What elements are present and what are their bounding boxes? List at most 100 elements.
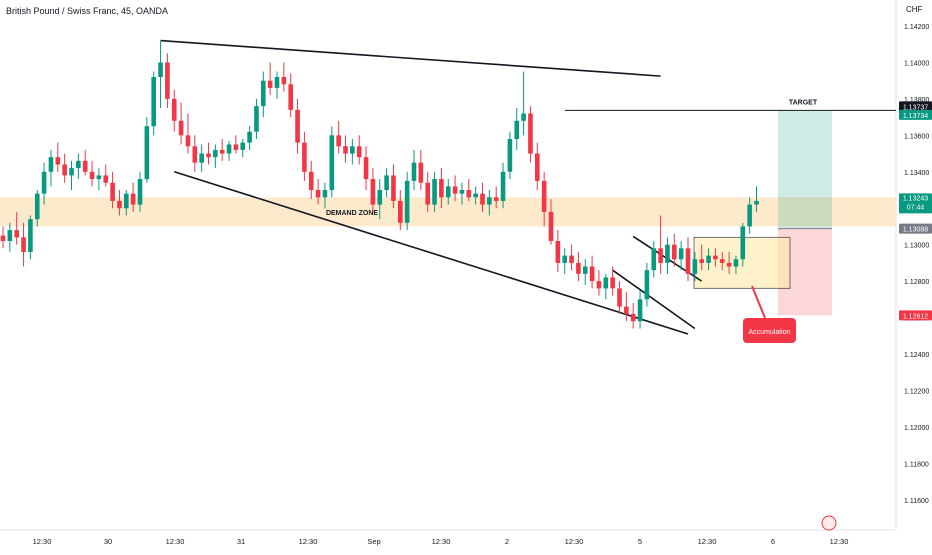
candle-body	[500, 171, 506, 201]
x-tick-label: 2	[505, 537, 509, 546]
y-tick-label: 1.13400	[904, 170, 929, 177]
candle-body	[55, 157, 61, 165]
candle-body	[356, 146, 362, 158]
lower-trendline	[174, 171, 689, 335]
candle-body	[418, 162, 424, 183]
candle-body	[363, 157, 369, 180]
candle-body	[48, 157, 54, 172]
candle-body	[589, 266, 595, 282]
candle-body	[76, 160, 81, 169]
candle-body	[199, 153, 204, 163]
candle-body	[124, 193, 129, 209]
y-tick-label: 1.14200	[904, 24, 929, 31]
candle-body	[254, 106, 259, 132]
candle-body	[398, 200, 403, 223]
price-tag	[899, 193, 932, 214]
candle-body	[459, 190, 465, 194]
candle-body	[261, 80, 266, 107]
candle-body	[213, 149, 218, 158]
price-tag-label: 1.13737	[903, 104, 928, 111]
candle-body	[493, 197, 499, 201]
candle-body	[302, 142, 307, 172]
candle-body	[404, 180, 410, 223]
y-tick-label: 1.13600	[904, 133, 929, 140]
candle-body	[733, 259, 739, 267]
candle-body	[329, 135, 335, 190]
candle-body	[315, 190, 321, 198]
candle-body	[82, 160, 88, 172]
y-tick-label: 1.11600	[904, 498, 929, 505]
candle-body	[192, 146, 198, 163]
price-tag	[899, 223, 932, 234]
candle-body	[62, 164, 67, 176]
candle-body	[439, 179, 444, 198]
upper-trendline	[160, 39, 661, 77]
target-label: TARGET	[789, 99, 818, 106]
x-tick-label: 30	[104, 537, 112, 546]
candle-body	[295, 109, 300, 143]
price-tag	[899, 310, 932, 321]
candle-body	[582, 266, 588, 274]
x-tick-label: 12:30	[33, 537, 52, 546]
candle-body	[165, 62, 170, 99]
candle-body	[240, 142, 246, 150]
x-tick-label: 5	[638, 537, 642, 546]
candle-body	[747, 204, 752, 227]
y-tick-label: 1.13800	[904, 97, 929, 104]
tradingview-logo	[821, 515, 837, 531]
candle-body	[548, 211, 554, 242]
price-tag-countdown: 07:44	[907, 204, 925, 211]
chart-title: British Pound / Swiss Franc, 45, OANDA	[6, 6, 169, 16]
candle-body	[473, 193, 478, 198]
candle-body	[117, 200, 122, 209]
candle-body	[672, 244, 677, 260]
candle-body	[28, 219, 33, 252]
y-tick-label: 1.12400	[904, 352, 929, 359]
candle-body	[69, 168, 74, 176]
candle-body	[151, 77, 156, 127]
candle-body	[678, 248, 684, 260]
candle-body	[528, 113, 533, 154]
candle-body	[658, 248, 663, 263]
x-tick-label: 12:30	[830, 537, 849, 546]
y-tick-label: 1.13000	[904, 243, 929, 250]
candle-body	[535, 153, 540, 181]
y-tick-label: 1.12800	[904, 279, 929, 286]
candle-body	[274, 77, 280, 88]
candle-body	[281, 77, 287, 85]
candle-body	[541, 180, 547, 212]
price-tag-label: 1.13734	[903, 113, 928, 120]
candle-body	[110, 182, 115, 201]
candle-body	[713, 255, 718, 260]
candle-body	[144, 126, 150, 180]
price-tag-label: 1.12612	[903, 313, 928, 320]
candle-body	[719, 259, 725, 263]
candle-body	[34, 193, 40, 220]
candle-body	[726, 262, 732, 267]
candle-body	[350, 146, 355, 154]
currency-label: CHF	[906, 5, 923, 14]
candle-body	[21, 237, 26, 252]
candle-body	[130, 193, 136, 205]
price-tag	[899, 109, 932, 120]
callout-pointer	[751, 285, 766, 319]
candle-body	[384, 175, 389, 190]
candle-body	[226, 144, 232, 154]
price-tag	[899, 101, 932, 112]
candle-body	[480, 193, 485, 205]
x-tick-label: 12:30	[565, 537, 584, 546]
candle-body	[432, 179, 437, 205]
y-tick-label: 1.12000	[904, 425, 929, 432]
candle-body	[514, 120, 520, 139]
candle-body	[137, 179, 143, 205]
candle-body	[7, 230, 13, 242]
candle-body	[452, 186, 458, 194]
candle-body	[644, 270, 650, 300]
candle-body	[336, 135, 341, 147]
candle-body	[96, 175, 102, 180]
y-tick-label: 1.12200	[904, 388, 929, 395]
candle-body	[178, 120, 184, 136]
candle-body	[103, 175, 109, 183]
